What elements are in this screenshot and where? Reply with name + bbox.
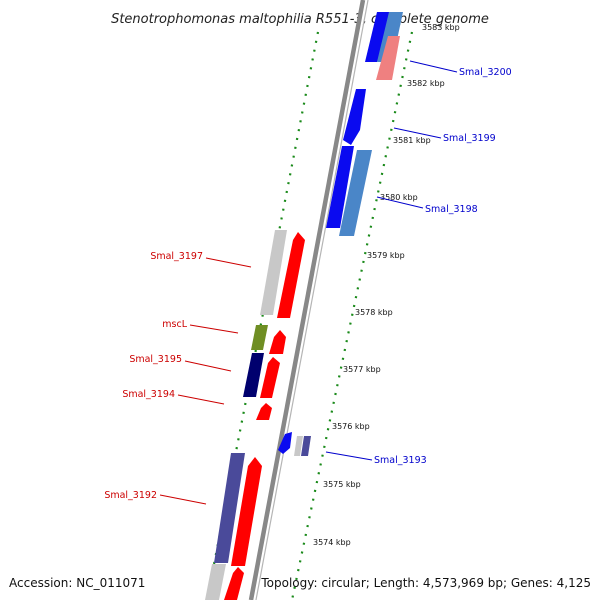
scale-label: 3577 kbp [343,365,381,374]
gene-label-smal-3194: Smal_3194 [122,389,175,400]
gene-arrow [301,436,311,456]
gene-arrow [365,12,391,62]
gene-arrow [343,89,366,145]
gene-label-smal-3197: Smal_3197 [150,251,203,262]
scale-label: 3576 kbp [332,422,370,431]
gene-arrow [326,146,354,228]
scale-label: 3575 kbp [323,480,361,489]
forward-gene-labels: Smal_3200 Smal_3199 Smal_3198 Smal_3193 [325,60,512,466]
scale-labels: 3583 kbp 3582 kbp 3581 kbp 3580 kbp 3579… [313,23,460,547]
gene-arrow [278,432,292,454]
gene-arrow [256,403,272,420]
gene-arrow [277,232,305,318]
gene-label-mscl: mscL [162,319,187,330]
scale-label: 3578 kbp [355,308,393,317]
gene-arrow [339,150,372,236]
scale-label: 3574 kbp [313,538,351,547]
gene-arrow [269,330,286,354]
gene-arrow [224,567,244,600]
gene-label-smal-3193: Smal_3193 [374,455,427,466]
inner-tick-track [205,31,320,600]
scale-label: 3581 kbp [393,136,431,145]
topology-label: Topology: circular; Length: 4,573,969 bp… [260,576,591,590]
gene-label-smal-3195: Smal_3195 [129,354,182,365]
scale-label: 3583 kbp [422,23,460,32]
gene-arrow [205,564,226,600]
gene-arrow [251,325,268,350]
gene-label-smal-3199: Smal_3199 [443,133,496,144]
gene-arrows-forward [278,12,403,456]
gene-label-smal-3198: Smal_3198 [425,204,478,215]
gene-label-smal-3192: Smal_3192 [104,490,157,501]
gene-arrow [214,453,245,563]
gene-label-smal-3200: Smal_3200 [459,67,512,78]
gene-arrow [260,230,287,315]
gene-arrow [376,36,400,80]
genome-backbone [248,0,369,600]
gene-arrows-reverse [205,230,305,600]
scale-label: 3579 kbp [367,251,405,260]
gene-arrow [294,436,303,456]
reverse-gene-labels: Smal_3197 mscL Smal_3195 Smal_3194 Smal_… [104,251,252,505]
scale-label: 3582 kbp [407,79,445,88]
gene-arrow [260,357,280,398]
gene-arrow [243,353,264,397]
accession-label: Accession: NC_011071 [9,576,145,590]
gene-arrow [231,457,262,566]
scale-label: 3580 kbp [380,193,418,202]
